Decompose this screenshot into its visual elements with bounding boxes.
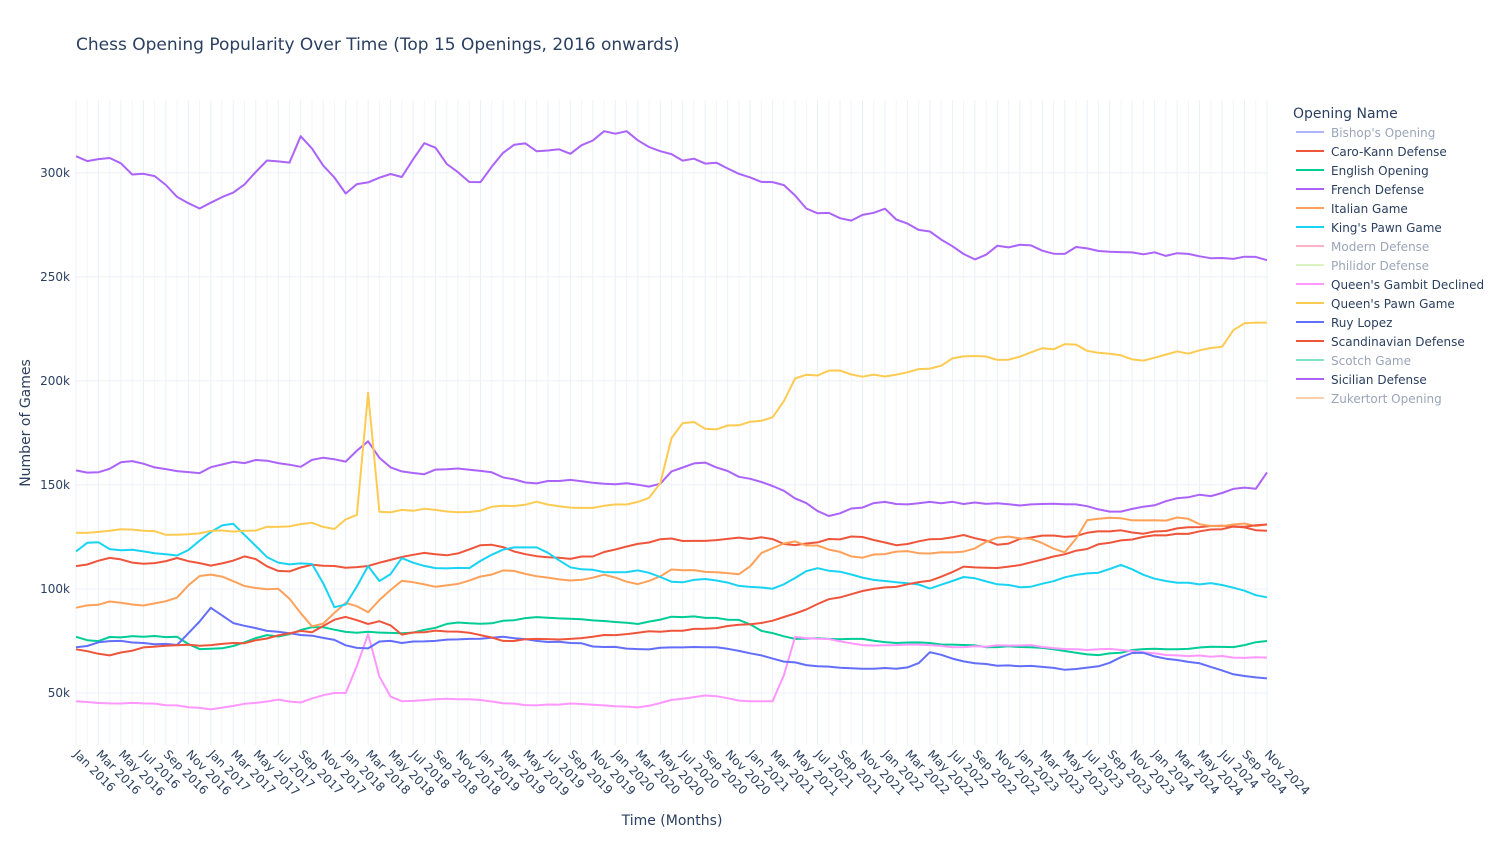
legend-label: Scandinavian Defense — [1331, 335, 1465, 349]
series-line-french-defense — [75, 440, 1268, 517]
legend-item-caro-kann-defense[interactable]: Caro-Kann Defense — [1296, 145, 1447, 159]
legend-item-philidor-defense[interactable]: Philidor Defense — [1296, 259, 1429, 273]
series-lines — [75, 130, 1268, 711]
chart-title: Chess Opening Popularity Over Time (Top … — [76, 35, 679, 55]
legend-label: Queen's Gambit Declined — [1331, 278, 1484, 292]
series-line-ruy-lopez — [75, 606, 1268, 680]
legend-item-french-defense[interactable]: French Defense — [1296, 183, 1424, 197]
y-axis-ticks: 50k 100k 150k 200k 250k 300k — [40, 166, 70, 700]
y-axis-label: Number of Games — [18, 359, 34, 487]
grid-lines — [75, 100, 1268, 745]
legend-item-queen-s-gambit-declined[interactable]: Queen's Gambit Declined — [1296, 278, 1484, 292]
series-line-queen-s-pawn-game — [75, 321, 1267, 536]
x-axis-label: Time (Months) — [621, 813, 723, 829]
series-line-caro-kann-defense — [75, 524, 1268, 573]
y-tick-label: 300k — [40, 166, 70, 180]
series-line-scandinavian-defense — [75, 523, 1268, 657]
legend-item-sicilian-defense[interactable]: Sicilian Defense — [1296, 373, 1427, 387]
legend-item-english-opening[interactable]: English Opening — [1296, 164, 1429, 178]
y-tick-label: 50k — [48, 686, 70, 700]
y-tick-label: 100k — [40, 582, 70, 596]
legend-label: Queen's Pawn Game — [1331, 297, 1455, 311]
legend-label: French Defense — [1331, 183, 1424, 197]
legend-item-modern-defense[interactable]: Modern Defense — [1296, 240, 1429, 254]
legend-label: English Opening — [1331, 164, 1429, 178]
legend-label: King's Pawn Game — [1331, 221, 1442, 235]
y-tick-label: 200k — [40, 374, 70, 388]
y-tick-label: 250k — [40, 270, 70, 284]
legend-item-ruy-lopez[interactable]: Ruy Lopez — [1296, 316, 1392, 330]
series-line-italian-game — [75, 516, 1268, 628]
legend-item-italian-game[interactable]: Italian Game — [1296, 202, 1408, 216]
legend-label: Modern Defense — [1331, 240, 1429, 254]
legend-item-zukertort-opening[interactable]: Zukertort Opening — [1296, 392, 1442, 406]
legend-label: Zukertort Opening — [1331, 392, 1442, 406]
legend-label: Ruy Lopez — [1331, 316, 1392, 330]
legend-label: Italian Game — [1331, 202, 1408, 216]
legend-item-scandinavian-defense[interactable]: Scandinavian Defense — [1296, 335, 1465, 349]
y-tick-label: 150k — [40, 478, 70, 492]
legend-item-scotch-game[interactable]: Scotch Game — [1296, 354, 1411, 368]
series-line-queen-s-gambit-declined — [75, 633, 1268, 711]
legend-label: Bishop's Opening — [1331, 126, 1435, 140]
legend-item-bishop-s-opening[interactable]: Bishop's Opening — [1296, 126, 1435, 140]
series-line-sicilian-defense — [75, 130, 1268, 262]
legend-label: Philidor Defense — [1331, 259, 1429, 273]
legend-item-queen-s-pawn-game[interactable]: Queen's Pawn Game — [1296, 297, 1455, 311]
legend-label: Caro-Kann Defense — [1331, 145, 1447, 159]
legend-title: Opening Name — [1293, 106, 1398, 122]
legend-item-king-s-pawn-game[interactable]: King's Pawn Game — [1296, 221, 1442, 235]
legend-label: Scotch Game — [1331, 354, 1411, 368]
series-line-king-s-pawn-game — [75, 522, 1268, 609]
legend-label: Sicilian Defense — [1331, 373, 1427, 387]
legend: Opening Name Bishop's Opening Caro-Kann D… — [1293, 106, 1484, 406]
